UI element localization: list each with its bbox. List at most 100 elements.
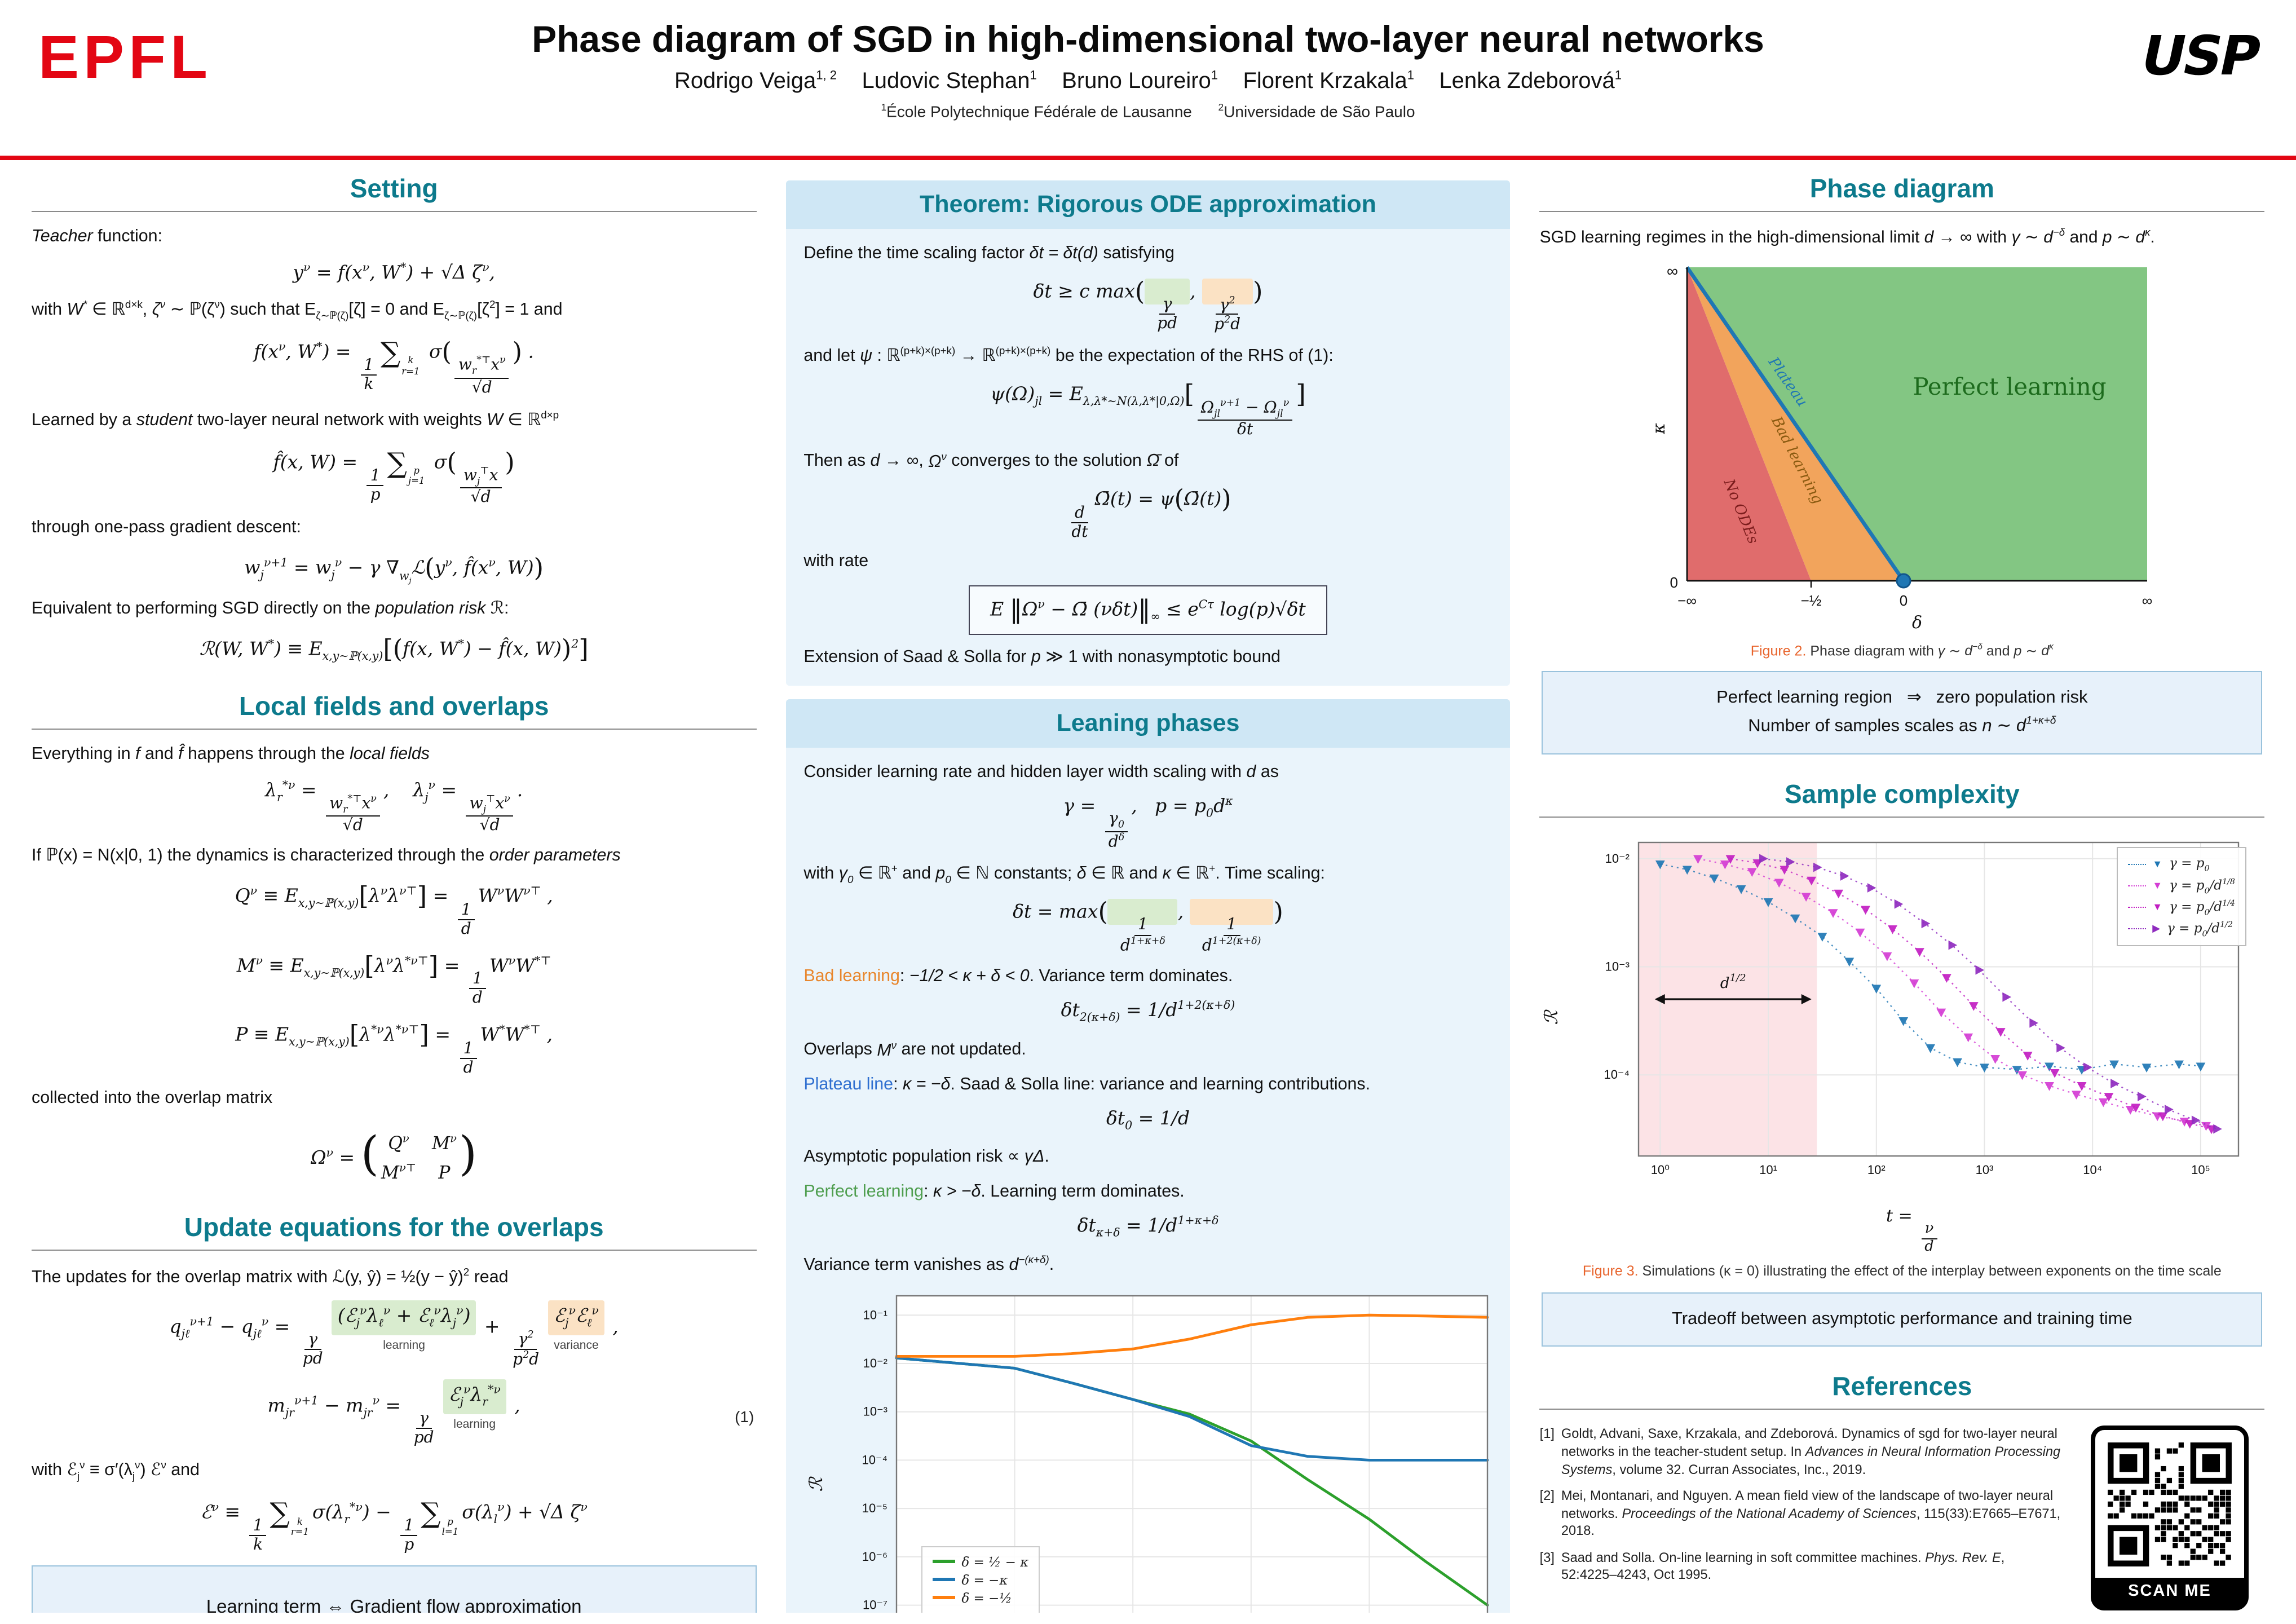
fig3-ylabel: ℛ xyxy=(1540,1010,1562,1025)
text-line: and let ψ : ℝ(p+k)×(p+k) → ℝ(p+k)×(p+k) … xyxy=(803,344,1334,366)
reference-text: Saad and Solla. On-line learning in soft… xyxy=(1561,1549,2005,1583)
text-line: with ℰjν ≡ σ′(λjν) ℰν and xyxy=(32,1458,200,1482)
text-line: Perfect learning: κ > −δ. Learning term … xyxy=(803,1181,1185,1201)
equation-number: (1) xyxy=(735,1407,754,1426)
svg-text:10²: 10² xyxy=(1867,1163,1885,1177)
legend-item: ▼ γ = p0/d1/8 xyxy=(2127,876,2235,895)
theorem-heading: Theorem: Rigorous ODE approximation xyxy=(785,180,1511,229)
text-line: Variance term vanishes as d−(κ+δ). xyxy=(803,1252,1054,1274)
takeaway-box: Learning term ⇔ Gradient flow approximat… xyxy=(32,1565,757,1613)
legend-label: δ = −½ xyxy=(961,1590,1012,1606)
fig3-legend: ▼ γ = p0 ▼ γ = p0/d1/8 ▼ γ = p0/d1/4 ▶ γ = p0/d… xyxy=(2116,847,2246,947)
delta-zero-label: 0 xyxy=(1899,592,1907,609)
svg-text:10⁻⁷: 10⁻⁷ xyxy=(862,1597,887,1612)
reference-item: [2] Mei, Montanari, and Nguyen. A mean fi… xyxy=(1540,1488,2061,1540)
equation-line: δt0 = 1/d xyxy=(1106,1107,1190,1133)
text-line: collected into the overlap matrix xyxy=(32,1088,273,1108)
legend-marker: ▼ xyxy=(2152,858,2163,870)
equation-line: ℛ(W, W*) ≡ Ex,y∼ℙ(x,y)[(f(x, W*) − f̂(x,… xyxy=(199,634,589,664)
text-line: Then as d → ∞, Ων converges to the solut… xyxy=(803,449,1179,471)
legend-label: γ = p0 xyxy=(2169,855,2210,874)
fig3-caption: Figure 3. Simulations (κ = 0) illustrati… xyxy=(1540,1263,2264,1281)
equation-line: qjℓν+1 − qjℓν = γ pd (ℰjνλℓν + ℰℓνλjν) lear… xyxy=(32,1300,756,1369)
equation-line: Ων = (Qν Mν Mν⊤ P) xyxy=(311,1127,478,1184)
epfl-logo: EPFL xyxy=(38,24,213,91)
scan-me-label: SCAN ME xyxy=(2095,1578,2244,1607)
plateau-line xyxy=(1685,266,1905,582)
reference-number: [1] xyxy=(1539,1426,1555,1442)
kappa-inf-label: ∞ xyxy=(1666,262,1677,280)
reference-number: [2] xyxy=(1539,1488,1555,1504)
equation-line: P ≡ Ex,y∼ℙ(x,y)[λ*νλ*ν⊤] = 1 d W*W*⊤ , xyxy=(235,1021,553,1077)
fig3-caption-text: Simulations (κ = 0) illustrating the eff… xyxy=(1638,1263,2222,1279)
equation-line: d dt Ω̄(t) = ψ(Ω̄(t)) xyxy=(1071,485,1231,541)
legend-item: δ = −κ xyxy=(932,1572,1028,1587)
tradeoff-box-line: Tradeoff between asymptotic performance … xyxy=(1671,1309,2132,1329)
tradeoff-box: Tradeoff between asymptotic performance … xyxy=(1542,1292,2262,1347)
legend-label: δ = ½ − κ xyxy=(961,1554,1029,1570)
legend-swatch xyxy=(932,1596,955,1599)
phase-diagram-figure: Perfect learning Bad learning No ODEs Pl… xyxy=(1649,262,2152,633)
legend-item: ▼ γ = p0 xyxy=(2127,855,2235,874)
no-odes-region xyxy=(1686,267,1811,581)
qr-frame: SCAN ME xyxy=(2091,1426,2249,1611)
text-line: with W* ∈ ℝd×k, ζν ∼ ℙ(ζν) such that Eζ∼… xyxy=(32,297,563,321)
equation-line: ψ(Ω)jl = Eλ,λ*∼N(λ,λ*|0,Ω)[Ωjlν+1 − Ωjlν… xyxy=(990,380,1306,439)
svg-text:10⁻²: 10⁻² xyxy=(1605,852,1629,866)
svg-text:10⁻²: 10⁻² xyxy=(863,1356,887,1370)
legend-item: ▼ γ = p0/d1/4 xyxy=(2127,898,2235,917)
header-divider xyxy=(0,156,2296,160)
svg-text:10³: 10³ xyxy=(1975,1163,1993,1177)
equation-line: f(xν, W*) = 1 k ∑ k r=1 σ(wr*⊤xν √d) . xyxy=(254,336,534,397)
legend-item: δ = ½ − κ xyxy=(932,1554,1028,1569)
text-line: Define the time scaling factor δt = δt(d… xyxy=(803,244,1175,263)
legend-dash xyxy=(2127,885,2146,886)
svg-text:10⁵: 10⁵ xyxy=(2191,1163,2210,1177)
theorem-panel: Theorem: Rigorous ODE approximation Defi… xyxy=(785,180,1511,686)
legend-marker: ▼ xyxy=(2152,879,2163,891)
svg-text:10⁻⁵: 10⁻⁵ xyxy=(862,1501,887,1515)
equation-line: E ‖Ων − Ω̄ (νδt)‖∞ ≤ eCτ log(p)√δt xyxy=(803,585,1492,635)
text-line: through one-pass gradient descent: xyxy=(32,518,301,537)
poster-title: Phase diagram of SGD in high-dimensional… xyxy=(532,18,1764,60)
text-line: Consider learning rate and hidden layer … xyxy=(803,762,1279,782)
equation-line: δt = max(1 d1+κ+δ, 1 d1+2(κ+δ)) xyxy=(1013,898,1283,955)
poster-body: Setting Teacher function: yν = f(xν, W*) … xyxy=(0,160,2296,1613)
svg-text:10⁻⁴: 10⁻⁴ xyxy=(862,1453,888,1467)
references-heading: References xyxy=(1539,1372,2264,1410)
usp-logo: USP xyxy=(2135,25,2264,88)
legend-dash xyxy=(2127,928,2146,930)
text-line: Teacher function: xyxy=(32,227,162,246)
legend-label: γ = p0/d1/4 xyxy=(2169,897,2235,917)
text-line: Equivalent to performing SGD directly on… xyxy=(32,598,509,618)
svg-text:10⁻¹: 10⁻¹ xyxy=(863,1308,887,1322)
legend-swatch xyxy=(932,1560,955,1563)
figure-1: ℛ 10⁻¹10⁻²10⁻³10⁻⁴10⁻⁵10⁻⁶10⁻⁷010⁰10¹10²… xyxy=(803,1286,1492,1613)
learning-phases-content: Consider learning rate and hidden layer … xyxy=(785,748,1510,1613)
svg-text:10⁰: 10⁰ xyxy=(1650,1163,1669,1177)
column-left: Setting Teacher function: yν = f(xν, W*) … xyxy=(32,167,757,1613)
equation-line: γ = γ0 dδ, p = p0dκ xyxy=(1063,795,1233,851)
text-line: Overlaps Mν are not updated. xyxy=(803,1038,1026,1060)
poster-header: EPFL Phase diagram of SGD in high-dimens… xyxy=(0,0,2296,156)
delta-inf-label: ∞ xyxy=(2142,592,2152,609)
legend-label: δ = −κ xyxy=(961,1572,1008,1588)
equation-line: Mν ≡ Ex,y∼ℙ(x,y)[λνλ*ν⊤] = 1 d WνW*⊤ xyxy=(236,951,551,1008)
legend-item: ▶ γ = p0/d1/2 xyxy=(2127,919,2235,938)
reference-text: Mei, Montanari, and Nguyen. A mean field… xyxy=(1561,1488,2061,1539)
perfect-learning-box-line2: Number of samples scales as n ∼ d1+κ+δ xyxy=(1748,715,2056,736)
references-section: [1] Goldt, Advani, Saxe, Krzakala, and Zd… xyxy=(1540,1426,2264,1613)
equation-line: mjrν+1 − mjrν = γ pd ℰjνλr*ν learning , (1) xyxy=(32,1379,756,1448)
figure-2: Perfect learning Bad learning No ODEs Pl… xyxy=(1540,254,2264,637)
text-line: Everything in f and f̂ happens through t… xyxy=(32,744,430,764)
setting-content: Teacher function: yν = f(xν, W*) + √Δ ζν,… xyxy=(32,217,756,678)
svg-text:10⁻³: 10⁻³ xyxy=(1605,960,1629,974)
fig2-caption-prefix: Figure 2. xyxy=(1750,643,1807,659)
kappa-axis-label: κ xyxy=(1649,423,1668,435)
fig1-legend: δ = ½ − κ δ = −κ δ = −½ xyxy=(921,1546,1040,1613)
text-line: Asymptotic population risk ∝ γΔ. xyxy=(803,1146,1049,1166)
text-line: Bad learning: −1/2 < κ + δ < 0. Variance… xyxy=(803,967,1233,986)
